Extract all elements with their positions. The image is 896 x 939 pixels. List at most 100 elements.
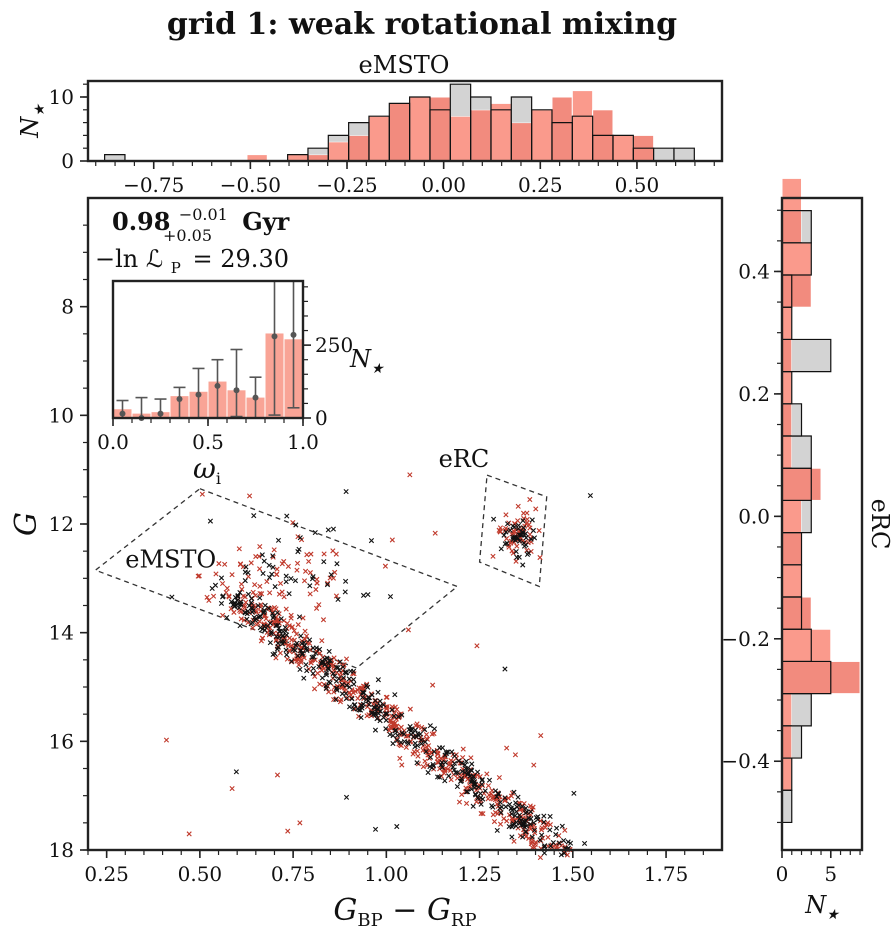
model-star [424,762,430,768]
model-star [238,616,244,622]
observed-star [472,784,478,791]
model-star [415,753,421,759]
inset-ytick-label: 0 [315,406,328,430]
observed-star [257,595,263,601]
observed-star [337,659,343,665]
observed-star [209,585,215,591]
observed-star [434,774,441,780]
model-star [422,758,428,764]
observed-star [521,818,527,824]
model-star [293,631,300,637]
top-xtick-label: 0.00 [421,173,466,197]
model-star [295,622,301,628]
cmd-ytick-label: 12 [49,512,74,536]
region-label-eMSTO: eMSTO [125,545,216,573]
top-model-bar [429,96,451,162]
model-star [186,831,192,837]
observed-star [279,638,285,645]
observed-star [169,594,175,600]
top-observed-bar [511,97,532,123]
model-star [298,659,304,665]
observed-star [343,488,349,495]
region-eMSTO [94,487,459,669]
model-star [337,673,343,679]
observed-star [342,589,348,595]
right-histogram-ticks: −0.4 −0.2 0.0 0.2 0.4 0 5 [721,209,861,886]
top-observed-step [104,154,126,161]
observed-star [427,763,433,770]
observed-star [218,600,225,607]
model-star [527,803,533,809]
model-star [276,591,283,597]
model-star [480,811,486,817]
right-model-bar [781,693,793,727]
model-star [333,593,340,599]
observed-star [408,731,414,738]
model-star [303,633,310,639]
observed-star [333,678,340,684]
model-star [527,525,533,531]
observed-star [547,813,553,820]
model-star [301,655,307,661]
model-star [219,580,226,587]
model-star [531,762,537,768]
model-star [279,561,285,567]
model-star [317,681,323,687]
observed-star [443,750,449,757]
model-star [302,568,309,574]
observed-star [375,677,381,683]
observed-star [259,552,265,558]
observed-star [515,526,522,532]
cmd-ytick-label: 14 [49,621,74,645]
observed-star [306,637,313,643]
cmd-xtick-label: 0.75 [271,862,316,886]
observed-star [459,768,465,775]
model-star [273,606,279,612]
model-star [538,733,544,739]
right-model-bar [781,403,793,437]
right-ytick-label: 0.0 [738,504,770,528]
observed-star [349,696,355,702]
observed-star [469,761,475,767]
model-star [220,612,226,618]
observed-star [343,794,350,800]
observed-star [522,531,529,537]
observed-star [323,672,330,678]
inset-median-point [195,391,202,398]
model-star [216,561,222,567]
model-star [284,620,290,626]
model-star [294,567,300,573]
model-star [513,558,519,564]
right-model-bar [781,467,822,501]
top-observed-bar [673,148,695,161]
cmd-xtick-label: 1.00 [364,862,409,886]
observed-star [547,827,553,833]
model-star [306,558,312,565]
right-histogram-xlabel: N★ [804,891,840,923]
likelihood-sub: P [171,259,181,277]
top-model-bar [409,96,431,162]
observed-star [321,559,327,565]
observed-star [270,553,276,559]
observed-star [457,778,464,784]
observed-star [498,809,504,816]
top-xtick-label: −0.25 [316,173,377,197]
inset-xtick-label: 0.5 [192,430,224,454]
cmd-xtick-label: 1.25 [457,862,502,886]
observed-star [459,760,465,766]
model-star [343,656,350,662]
right-observed-step [782,338,832,373]
observed-star [330,526,337,532]
observed-star [414,760,420,766]
observed-star [277,628,283,634]
observed-star [230,602,236,608]
observed-star [478,795,484,801]
model-star [445,766,451,772]
observed-star [303,662,309,668]
observed-star [253,616,259,622]
model-star [424,736,430,742]
model-star [512,752,519,758]
observed-star [360,701,366,707]
observed-star [283,647,289,653]
right-model-bar [781,628,832,662]
